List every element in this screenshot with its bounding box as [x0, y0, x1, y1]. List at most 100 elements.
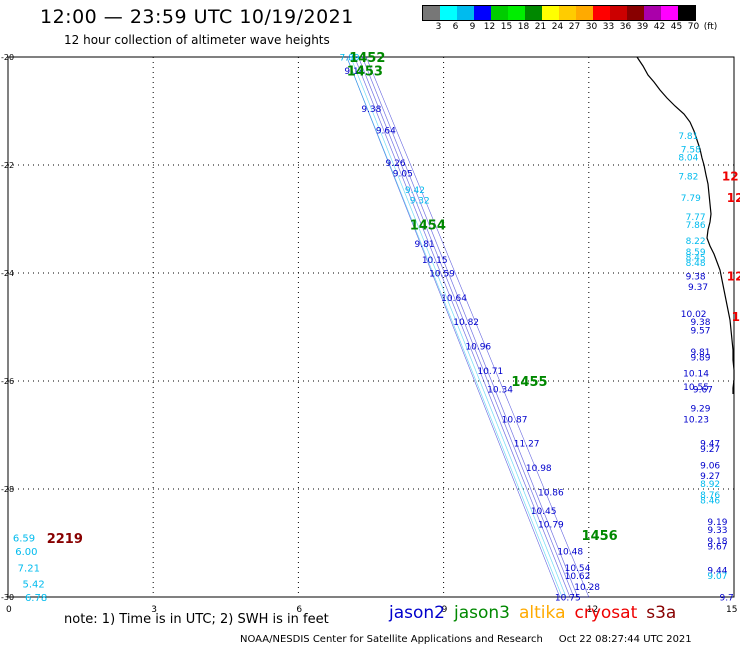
coastal-swh-value: 9.38 — [690, 318, 710, 328]
y-tick-label: -30 — [1, 593, 14, 602]
coastal-swh-value: 8.76 — [700, 491, 720, 501]
coastal-swh-value: 9.33 — [707, 526, 727, 536]
track-swh-value: 10.54 — [565, 564, 591, 574]
west-swh-value: 5.42 — [23, 580, 45, 591]
footer-credit: NOAA/NESDIS Center for Satellite Applica… — [240, 634, 692, 645]
map-title: 12:00 — 23:59 UTC 10/19/2021 — [40, 6, 354, 28]
color-scale-label: 18 — [517, 22, 530, 32]
west-swh-value: 7.21 — [18, 563, 40, 574]
track-line — [361, 56, 578, 598]
west-swh-value: 6.00 — [15, 547, 37, 558]
pass-time-label: 1452 — [349, 51, 385, 66]
coastal-swh-value: 10.23 — [683, 415, 709, 425]
track-swh-value: 10.86 — [538, 488, 564, 498]
color-swatch — [440, 6, 457, 20]
color-swatch — [474, 6, 491, 20]
track-swh-value: 10.59 — [429, 270, 455, 280]
legend-altika: altika — [519, 603, 566, 623]
track-swh-value: 9.14 — [344, 67, 364, 77]
y-tick-label: -20 — [1, 53, 14, 62]
track-swh-value: 9.81 — [415, 240, 435, 250]
x-tick-label: 12 — [587, 605, 598, 615]
coastal-swh-value: 9.81 — [690, 348, 710, 358]
map-subtitle: 12 hour collection of altimeter wave hei… — [64, 33, 330, 47]
color-scale-label: 15 — [500, 22, 513, 32]
legend-cryosat: cryosat — [574, 603, 638, 623]
satellite-tracks — [346, 56, 590, 598]
track-swh-value: 10.28 — [574, 583, 600, 593]
color-swatch — [627, 6, 644, 20]
map-labels: 7.89 9.14 9.38 9.64 9.269.05 9.429.32 9.81 10.1… — [13, 51, 740, 604]
coastal-swh-value: 8.92 — [700, 480, 720, 490]
color-swatch — [542, 6, 559, 20]
track-swh-value: 9.32 — [410, 197, 430, 207]
color-swatch — [644, 6, 661, 20]
color-scale-labels: 3 6 9 12 15 18 21 24 27 30 33 36 39 42 45 70 (ft) — [422, 21, 718, 35]
color-swatch — [678, 6, 695, 20]
coastal-swh-value: 8.45 — [686, 253, 706, 263]
track-swh-value: 11.27 — [514, 440, 540, 450]
track-swh-value: 10.96 — [465, 343, 491, 353]
y-tick-label: -28 — [1, 485, 14, 494]
color-scale: 3 6 9 12 15 18 21 24 27 30 33 36 39 42 45 70 (ft) — [422, 5, 718, 35]
color-swatch — [610, 6, 627, 20]
track-swh-value: 9.64 — [376, 127, 396, 137]
coastal-swh-value: 9.06 — [700, 461, 720, 471]
coastal-swh-value: 7.82 — [678, 172, 698, 182]
coastal-swh-value: 9.29 — [690, 405, 710, 415]
grid-lines — [8, 57, 734, 597]
track-swh-value: 10.62 — [565, 572, 591, 582]
track-swh-value: 10.34 — [487, 386, 513, 396]
coastal-swh-value: 9.67 — [693, 386, 713, 396]
color-scale-label: 30 — [585, 22, 598, 32]
plot-frame — [7, 56, 735, 598]
pass-time-label: 1456 — [582, 529, 618, 544]
coastal-swh-value: 7.77 — [686, 213, 706, 223]
track-swh-value: 9.05 — [393, 170, 413, 180]
coastal-swh-value: 8.59 — [686, 248, 706, 258]
legend-s3a: s3a — [646, 603, 677, 623]
track-swh-value: 10.48 — [557, 548, 583, 558]
color-scale-label: 12 — [483, 22, 496, 32]
coastal-swh-value: 8.48 — [686, 259, 706, 269]
track-swh-value: 10.15 — [422, 256, 448, 266]
track-swh-value: 9.26 — [386, 159, 406, 169]
x-tick-label: 6 — [296, 605, 302, 615]
coastal-swh-value: 121 — [722, 170, 740, 184]
coastal-swh-value: 9.67 — [707, 542, 727, 552]
coastal-swh-value: 10.14 — [683, 370, 709, 380]
coastal-swh-value: 8.04 — [678, 154, 698, 164]
pass-time-label: 1453 — [347, 65, 383, 80]
legend-jason3: jason3 — [454, 603, 510, 623]
track-swh-value: 7.89 — [340, 54, 360, 64]
west-swh-value: 6.78 — [25, 593, 47, 604]
coastline — [636, 56, 735, 394]
color-scale-label: 42 — [653, 22, 666, 32]
x-tick-label: 3 — [151, 605, 157, 615]
axis-ticks: 0 3 6 9 12 15 -20 -22 -24 -26 -28 -30 — [1, 53, 737, 615]
color-scale-label: 3 — [435, 22, 442, 32]
color-scale-label: (ft) — [703, 22, 718, 32]
coastal-swh-value: 9.19 — [707, 518, 727, 528]
x-tick-label: 0 — [6, 605, 12, 615]
coastal-swh-value: 1 — [732, 310, 740, 324]
satellite-legend: jason2 jason3 altika cryosat s3a — [389, 603, 685, 623]
coastal-swh-value: 10.02 — [681, 310, 707, 320]
coastal-swh-value: 121 — [727, 191, 740, 205]
track-swh-value: 9.42 — [405, 186, 425, 196]
x-tick-label: 9 — [442, 605, 448, 615]
track-swh-value: 10.75 — [555, 594, 581, 604]
y-tick-label: -24 — [1, 269, 14, 278]
track-line — [358, 56, 575, 598]
color-scale-label: 70 — [687, 22, 700, 32]
coastal-swh-value: 7.79 — [681, 194, 701, 204]
track-line — [346, 56, 563, 598]
color-swatch — [559, 6, 576, 20]
coastal-swh-value: 8.46 — [700, 496, 720, 506]
coastal-swh-value: 9.57 — [690, 326, 710, 336]
coastal-swh-value: 7.81 — [678, 132, 698, 142]
coastal-swh-value: 12 — [727, 270, 740, 284]
jason-track-band — [346, 56, 590, 598]
y-tick-label: -26 — [1, 377, 14, 386]
